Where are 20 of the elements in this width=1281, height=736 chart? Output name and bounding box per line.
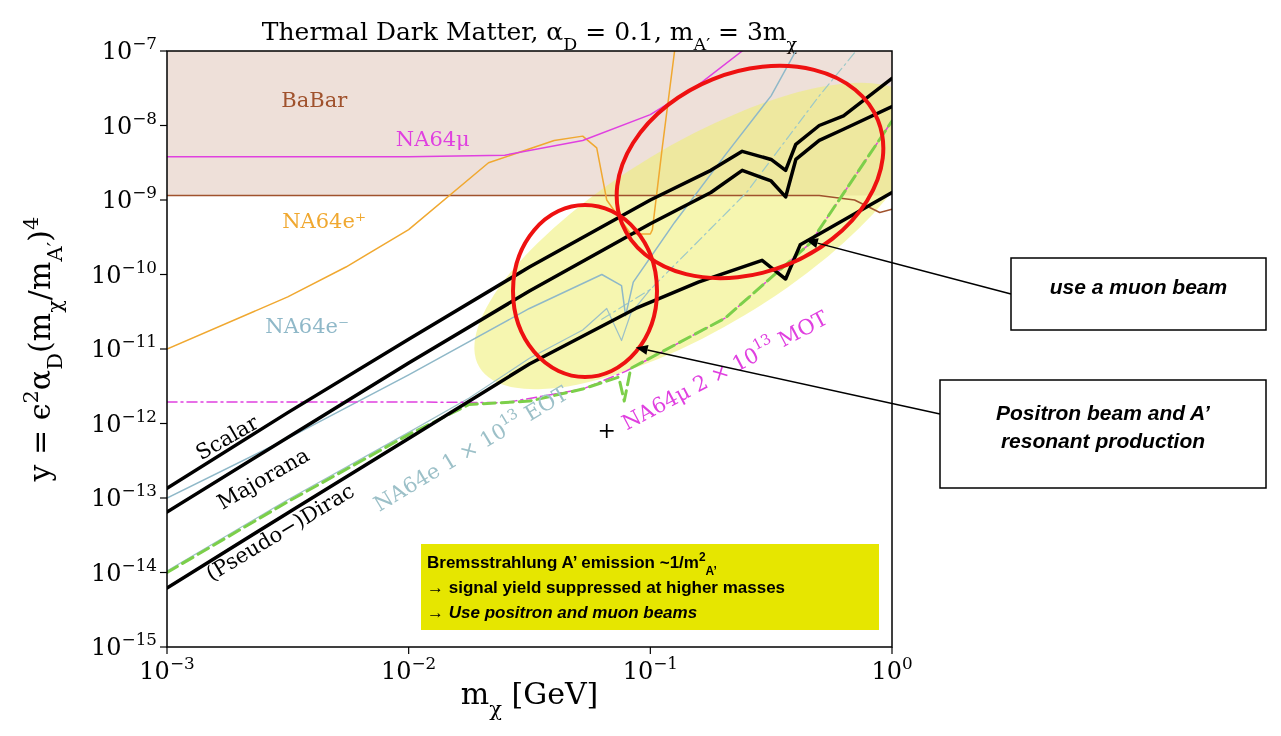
y-tick-label: 10$^{−10}$ <box>91 256 157 289</box>
text: use a muon beam <box>1049 275 1228 298</box>
series-label: NA64e⁺ <box>282 208 366 233</box>
y-tick-label: 10$^{−14}$ <box>91 554 157 587</box>
text: Positron beam and A’ resonant production <box>996 401 1212 452</box>
y-tick-label: 10$^{−9}$ <box>101 182 157 215</box>
annotation: + <box>597 418 616 444</box>
y-tick-label: 10$^{−12}$ <box>91 405 157 438</box>
text: NA64e⁻ <box>265 313 350 338</box>
chart-title: Thermal Dark Matter, α$_{D}$ = 0.1, m$_{A′}$ = 3m$_{χ}$ <box>261 17 798 54</box>
band-label: BaBar <box>281 87 349 112</box>
x-tick-label: 10$^{0}$ <box>871 653 913 685</box>
x-axis-title: m$_{χ}$ [GeV] <box>460 676 599 721</box>
y-tick-label: 10$^{−8}$ <box>101 107 157 140</box>
series-label: NA64μ <box>395 126 470 151</box>
x-tick-label: 10$^{−1}$ <box>622 653 678 685</box>
y-tick-label: 10$^{−7}$ <box>101 33 157 66</box>
y-tick-label: 10$^{−11}$ <box>91 331 157 364</box>
y-tick-label: 10$^{−13}$ <box>91 480 157 513</box>
x-tick-label: 10$^{−2}$ <box>381 653 437 685</box>
